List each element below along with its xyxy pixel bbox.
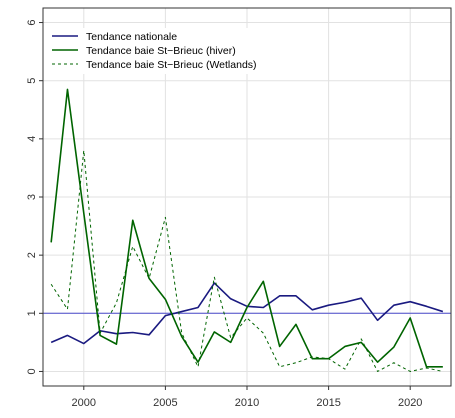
legend-label-national: Tendance nationale bbox=[86, 31, 177, 43]
legend: Tendance nationale Tendance baie St−Brie… bbox=[46, 28, 263, 74]
x-tick-label: 2015 bbox=[316, 397, 340, 409]
y-tick-label: 2 bbox=[26, 252, 38, 258]
y-tick-label: 5 bbox=[26, 78, 38, 84]
axes: 2000 2005 2010 2015 2020 0 1 2 3 4 5 6 bbox=[26, 19, 422, 409]
y-tick-label: 3 bbox=[26, 194, 38, 200]
x-tick-label: 2010 bbox=[235, 397, 259, 409]
y-tick-label: 1 bbox=[26, 310, 38, 316]
x-tick-label: 2005 bbox=[153, 397, 177, 409]
series-layer bbox=[50, 88, 444, 372]
legend-label-hiver: Tendance baie St−Brieuc (hiver) bbox=[86, 45, 236, 57]
series-line-2 bbox=[50, 149, 443, 372]
legend-label-wetlands: Tendance baie St−Brieuc (Wetlands) bbox=[86, 59, 257, 71]
legend-entry-national: Tendance nationale bbox=[52, 31, 177, 43]
series-line-1 bbox=[50, 88, 443, 368]
legend-entry-hiver: Tendance baie St−Brieuc (hiver) bbox=[52, 45, 236, 57]
legend-entry-wetlands: Tendance baie St−Brieuc (Wetlands) bbox=[52, 59, 257, 71]
y-tick-label: 4 bbox=[26, 136, 38, 142]
x-tick-label: 2020 bbox=[398, 397, 422, 409]
y-tick-label: 0 bbox=[26, 368, 38, 374]
y-tick-label: 6 bbox=[26, 19, 38, 25]
x-tick-label: 2000 bbox=[72, 397, 96, 409]
legend-background bbox=[46, 28, 263, 74]
